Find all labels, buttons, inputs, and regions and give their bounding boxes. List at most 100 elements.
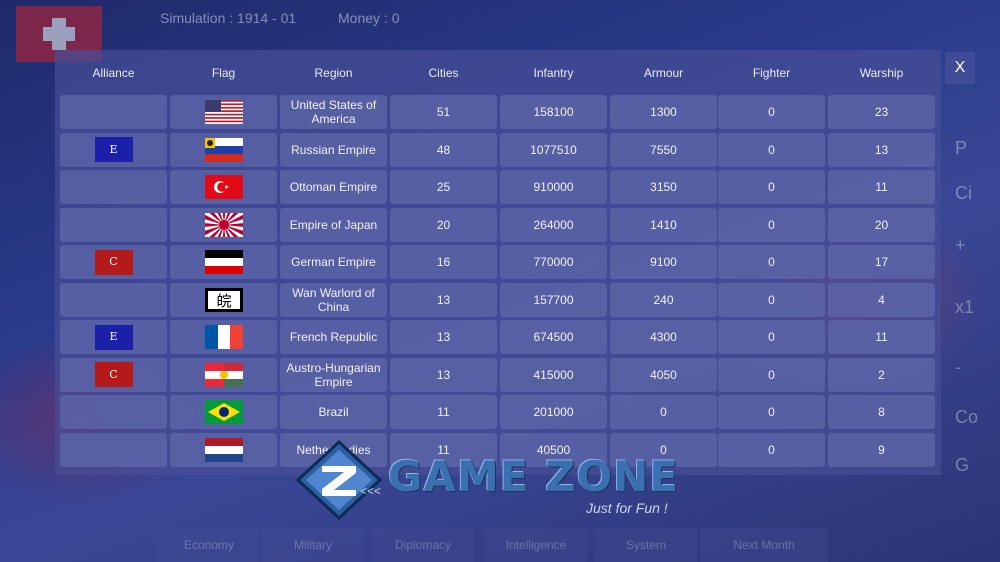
gamezone-watermark: <<< GAME ZONE Just for Fun ! [296,440,696,520]
cell-fighter: 0 [718,357,825,392]
cell-region: French Republic [280,320,387,354]
wan-flag-icon: 皖 [204,287,243,312]
germany-flag-icon [204,250,243,274]
table-row[interactable]: Empire of Japan 20 264000 1410 0 20 [60,207,935,242]
table-row[interactable]: 皖 Wan Warlord of China 13 157700 240 0 4 [60,282,935,317]
cell-armour: 240 [610,282,717,317]
cell-flag [170,395,277,429]
side-button-0[interactable]: P [955,138,968,158]
cell-cities: 11 [390,432,497,467]
region-value: Brazil [318,405,349,419]
cell-armour: 4300 [610,320,717,354]
armour-value: 3150 [650,180,677,194]
cell-flag [170,95,277,129]
table-row[interactable]: C Austro-Hungarian Empire 13 415000 4050 0 2 [60,357,935,392]
armour-value: 4050 [650,367,677,382]
armour-value: 1410 [650,217,677,232]
cell-armour: 3150 [610,170,717,204]
header-fighter: Fighter [752,66,791,80]
cell-fighter: 0 [718,207,825,242]
warship-value: 11 [875,180,888,194]
side-button-2[interactable]: + [955,235,966,255]
cell-armour: 4050 [610,357,717,392]
region-value: Ottoman Empire [289,180,378,194]
region-value: German Empire [291,255,376,269]
brazil-flag-icon [204,400,243,424]
cities-value: 13 [436,367,451,382]
alliance-badge: E [94,324,133,350]
cell-alliance [60,170,167,204]
cell-region: United States of America [280,95,387,129]
cities-value: 20 [436,217,451,232]
cell-flag [170,245,277,279]
side-button-4[interactable]: - [955,357,961,377]
cell-flag [170,132,277,167]
fighter-value: 0 [768,292,775,307]
cell-fighter: 0 [718,320,825,354]
region-value: Russian Empire [291,142,376,157]
cities-value: 11 [437,405,450,419]
cell-cities: 13 [390,320,497,354]
cell-warship: 20 [828,207,935,242]
cell-cities: 11 [390,395,497,429]
close-button[interactable]: X [945,52,975,84]
infantry-value: 264000 [533,217,574,232]
fighter-value: 0 [768,217,775,232]
header-alliance: Alliance [92,66,135,80]
armour-value: 0 [660,442,667,457]
table-row[interactable]: E Russian Empire 48 1077510 7550 0 13 [60,132,935,167]
cell-warship: 17 [828,245,935,279]
warship-value: 11 [875,330,888,344]
table-row[interactable]: C German Empire 16 770000 9100 0 17 [60,245,935,279]
header-armour: Armour [643,66,684,80]
cell-cities: 16 [390,245,497,279]
alliance-badge: C [94,362,133,387]
bottom-button-4[interactable]: System [595,528,697,562]
cell-flag [170,207,277,242]
cell-fighter: 0 [718,132,825,167]
bottom-button-1[interactable]: Military [262,528,364,562]
cell-region: Ottoman Empire [280,170,387,204]
warship-value: 20 [874,217,889,232]
cell-armour: 1410 [610,207,717,242]
cities-value: 48 [436,142,451,157]
cell-warship: 9 [828,432,935,467]
cell-armour: 7550 [610,132,717,167]
cell-infantry: 910000 [500,170,607,204]
side-button-5[interactable]: Co [955,407,979,427]
cell-region: German Empire [280,245,387,279]
armour-value: 4300 [650,330,677,344]
cell-flag [170,357,277,392]
table-row[interactable]: E French Republic 13 674500 4300 0 11 [60,320,935,354]
cell-flag [170,320,277,354]
table-row[interactable]: Ottoman Empire 25 910000 3150 0 11 [60,170,935,204]
cities-value: 16 [436,255,451,269]
cell-armour: 0 [610,432,717,467]
fighter-value: 0 [768,180,775,194]
alliance-badge: C [94,249,133,275]
infantry-value: 770000 [533,255,574,269]
region-value: United States of America [290,98,377,126]
table-row[interactable]: United States of America 51 158100 1300 0 23 [60,95,935,129]
cell-region: Russian Empire [280,132,387,167]
infantry-value: 157700 [533,292,574,307]
cities-value: 25 [436,180,451,194]
bottom-button-5[interactable]: Next Month [700,528,828,562]
bottom-button-2[interactable]: Diplomacy [372,528,474,562]
cell-warship: 13 [828,132,935,167]
side-button-3[interactable]: x1 [955,297,975,317]
cell-cities: 25 [390,170,497,204]
cell-infantry: 1077510 [500,132,607,167]
bottom-button-3[interactable]: Intelligence [485,528,587,562]
cell-armour: 9100 [610,245,717,279]
side-button-6[interactable]: G [955,455,970,475]
cell-alliance [60,95,167,129]
cell-alliance: C [60,357,167,392]
cell-flag [170,432,277,467]
table-row[interactable]: Brazil 11 201000 0 0 8 [60,395,935,429]
armour-value: 240 [653,292,674,307]
bottom-button-0[interactable]: Economy [158,528,260,562]
cell-cities: 48 [390,132,497,167]
fighter-value: 0 [768,367,775,382]
side-button-1[interactable]: Ci [955,183,972,203]
